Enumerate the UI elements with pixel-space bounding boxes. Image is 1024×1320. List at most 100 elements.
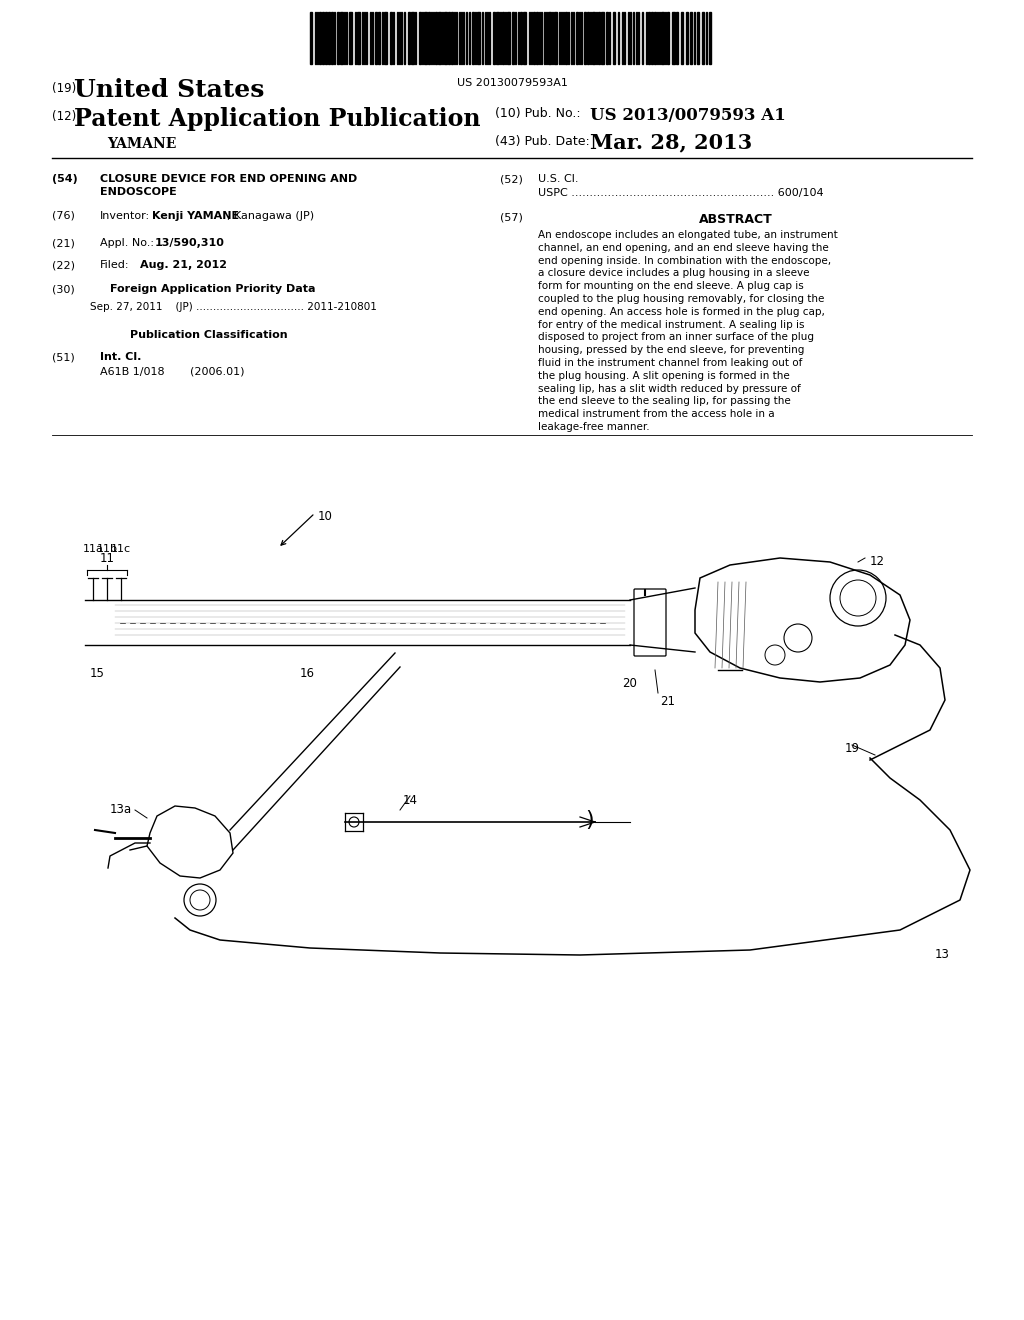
Text: (19): (19)	[52, 82, 76, 95]
Text: 19: 19	[845, 742, 860, 755]
Text: , Kanagawa (JP): , Kanagawa (JP)	[227, 211, 314, 220]
Bar	[435, 12, 437, 63]
Text: end opening inside. In combination with the endoscope,: end opening inside. In combination with …	[538, 256, 831, 265]
Bar	[520, 12, 522, 63]
Bar	[477, 12, 480, 63]
Text: Foreign Application Priority Data: Foreign Application Priority Data	[110, 284, 315, 294]
Bar	[613, 12, 615, 63]
Bar	[672, 12, 675, 63]
Text: Kenji YAMANE: Kenji YAMANE	[152, 211, 240, 220]
Text: (54): (54)	[52, 174, 78, 183]
Bar	[384, 12, 387, 63]
Bar	[444, 12, 447, 63]
Text: U.S. Cl.: U.S. Cl.	[538, 174, 579, 183]
Bar	[681, 12, 683, 63]
Text: ): )	[586, 810, 594, 830]
Text: CLOSURE DEVICE FOR END OPENING AND: CLOSURE DEVICE FOR END OPENING AND	[100, 174, 357, 183]
Bar	[709, 12, 711, 63]
Bar	[697, 12, 699, 63]
Text: channel, an end opening, and an end sleeve having the: channel, an end opening, and an end slee…	[538, 243, 828, 253]
Bar	[378, 12, 380, 63]
Text: ENDOSCOPE: ENDOSCOPE	[100, 187, 177, 197]
Text: coupled to the plug housing removably, for closing the: coupled to the plug housing removably, f…	[538, 294, 824, 304]
Bar	[606, 12, 608, 63]
Bar	[507, 12, 510, 63]
Text: Sep. 27, 2011    (JP) ................................ 2011-210801: Sep. 27, 2011 (JP) .....................…	[90, 302, 377, 312]
Bar	[325, 12, 327, 63]
Text: 13: 13	[935, 948, 950, 961]
Bar	[472, 12, 474, 63]
Text: US 2013/0079593 A1: US 2013/0079593 A1	[590, 107, 785, 124]
Bar	[390, 12, 392, 63]
Bar	[419, 12, 421, 63]
Text: (76): (76)	[52, 211, 75, 220]
Bar	[340, 12, 343, 63]
Text: (52): (52)	[500, 174, 523, 183]
Bar	[565, 12, 567, 63]
Text: Patent Application Publication: Patent Application Publication	[74, 107, 480, 131]
Text: Aug. 21, 2012: Aug. 21, 2012	[140, 260, 227, 271]
Text: housing, pressed by the end sleeve, for preventing: housing, pressed by the end sleeve, for …	[538, 346, 805, 355]
Text: sealing lip, has a slit width reduced by pressure of: sealing lip, has a slit width reduced by…	[538, 384, 801, 393]
Bar	[349, 12, 352, 63]
Bar	[702, 12, 705, 63]
Text: 11c: 11c	[111, 544, 131, 554]
Bar	[667, 12, 669, 63]
Text: end opening. An access hole is formed in the plug cap,: end opening. An access hole is formed in…	[538, 306, 825, 317]
Bar	[328, 12, 330, 63]
Text: Mar. 28, 2013: Mar. 28, 2013	[590, 132, 753, 152]
Text: (51): (51)	[52, 352, 75, 362]
Text: 12: 12	[870, 554, 885, 568]
Bar	[554, 12, 557, 63]
Text: medical instrument from the access hole in a: medical instrument from the access hole …	[538, 409, 774, 420]
Text: Filed:: Filed:	[100, 260, 129, 271]
Bar	[587, 12, 589, 63]
Text: (10) Pub. No.:: (10) Pub. No.:	[495, 107, 581, 120]
Text: YAMANE: YAMANE	[106, 137, 176, 150]
Text: fluid in the instrument channel from leaking out of: fluid in the instrument channel from lea…	[538, 358, 803, 368]
Bar	[690, 12, 692, 63]
Text: ABSTRACT: ABSTRACT	[699, 213, 773, 226]
Text: 11a: 11a	[83, 544, 103, 554]
Text: a closure device includes a plug housing in a sleeve: a closure device includes a plug housing…	[538, 268, 810, 279]
Bar	[676, 12, 678, 63]
Text: the plug housing. A slit opening is formed in the: the plug housing. A slit opening is form…	[538, 371, 790, 380]
Bar	[662, 12, 664, 63]
Text: A61B 1/018: A61B 1/018	[100, 367, 165, 378]
Bar	[512, 12, 514, 63]
Bar	[575, 12, 578, 63]
Bar	[536, 12, 538, 63]
Bar	[357, 12, 360, 63]
Bar	[337, 12, 339, 63]
Text: 15: 15	[90, 667, 104, 680]
Bar	[451, 12, 453, 63]
Text: (30): (30)	[52, 284, 75, 294]
Bar	[548, 12, 551, 63]
Text: US 20130079593A1: US 20130079593A1	[457, 78, 567, 88]
Bar	[534, 12, 535, 63]
Text: (22): (22)	[52, 260, 75, 271]
Text: 21: 21	[660, 696, 675, 708]
Bar	[654, 12, 656, 63]
Bar	[502, 12, 504, 63]
Text: (43) Pub. Date:: (43) Pub. Date:	[495, 135, 590, 148]
Bar	[496, 12, 499, 63]
Bar	[601, 12, 604, 63]
Text: Publication Classification: Publication Classification	[130, 330, 288, 341]
Bar	[411, 12, 414, 63]
Text: (12): (12)	[52, 110, 76, 123]
Bar	[319, 12, 321, 63]
Text: 11b: 11b	[96, 544, 118, 554]
Text: 11: 11	[99, 552, 115, 565]
Text: (57): (57)	[500, 213, 523, 223]
Bar	[331, 12, 333, 63]
Text: the end sleeve to the sealing lip, for passing the: the end sleeve to the sealing lip, for p…	[538, 396, 791, 407]
Text: USPC ........................................................ 600/104: USPC ...................................…	[538, 187, 823, 198]
Bar	[322, 12, 324, 63]
Text: (2006.01): (2006.01)	[190, 367, 245, 378]
Bar	[592, 12, 595, 63]
Bar	[449, 12, 450, 63]
Bar	[686, 12, 688, 63]
Bar	[424, 12, 427, 63]
Text: Appl. No.:: Appl. No.:	[100, 238, 154, 248]
